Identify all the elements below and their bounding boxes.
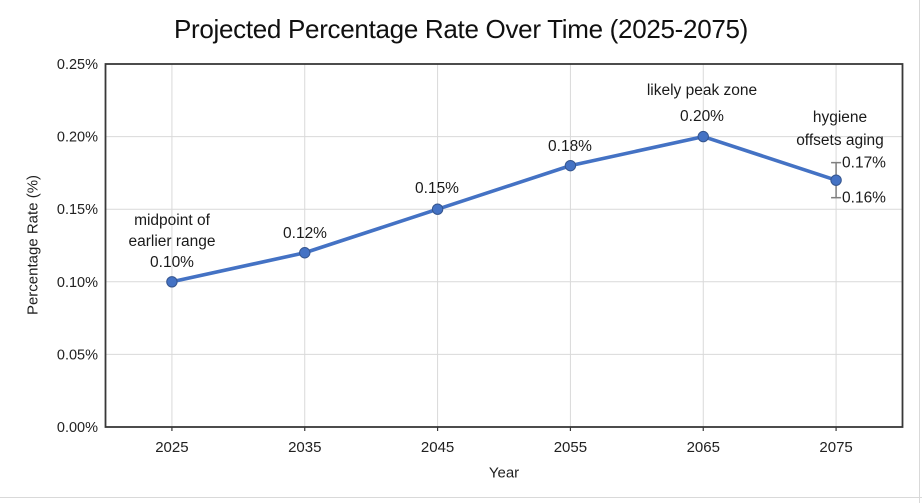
y-tick-label: 0.10% [57,275,98,291]
error-bar-low-label: 0.16% [842,190,886,207]
y-tick-label: 0.00% [57,420,98,436]
y-tick-label: 0.15% [57,202,98,218]
x-tick-label: 2025 [155,439,188,456]
data-point [697,130,709,143]
y-tick-label: 0.05% [57,347,98,363]
data-label: 0.10% [150,254,194,271]
annotation-text: midpoint of [134,212,211,229]
x-tick-label: 2045 [421,439,454,456]
error-bar-high-label: 0.17% [842,155,886,172]
x-tick-label: 2075 [819,439,852,456]
data-point [299,247,311,259]
chart-title: Projected Percentage Rate Over Time (202… [173,14,749,44]
annotation-text: earlier range [128,233,215,250]
x-tick-label: 2065 [687,439,720,456]
annotation-text: likely peak zone [647,82,757,99]
annotation-text: offsets aging [796,132,884,149]
plot-border [104,63,904,428]
series-line [170,134,838,284]
data-label: 0.20% [680,108,724,125]
data-point [564,159,577,172]
x-tick-label: 2055 [554,439,587,456]
x-tick-label: 2035 [288,439,321,456]
data-label: 0.15% [415,180,459,197]
data-point [166,276,178,288]
y-tick-label: 0.20% [57,130,98,146]
data-label: 0.18% [548,138,592,155]
annotation-text: hygiene [813,109,867,126]
y-tick-label: 0.25% [57,57,98,73]
x-axis-title: Year [488,464,520,482]
data-label: 0.12% [283,225,327,242]
screen-edge-right [919,0,920,503]
data-point [431,203,444,215]
screen-edge-bottom [0,497,922,498]
data-point [830,174,842,186]
